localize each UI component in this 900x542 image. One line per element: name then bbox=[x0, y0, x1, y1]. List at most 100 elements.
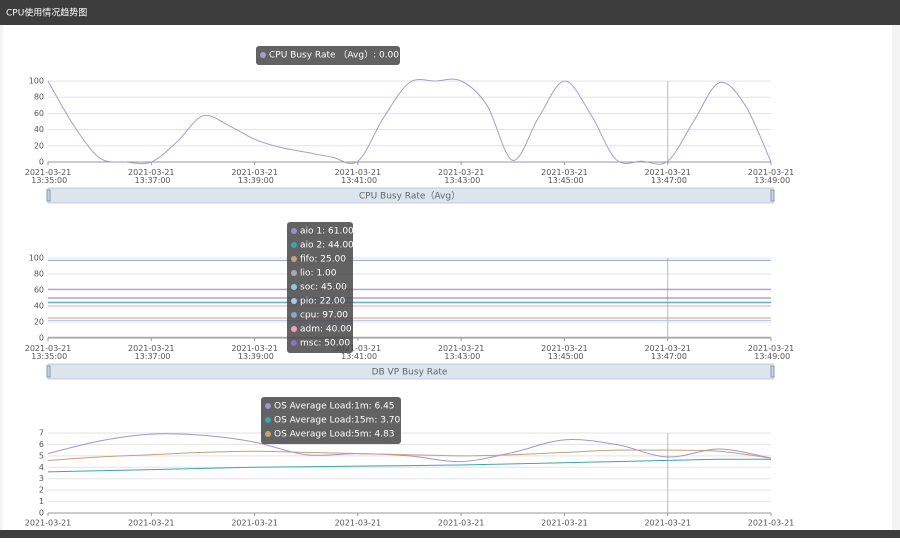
x-tick-label: 2021-03-21 bbox=[231, 519, 278, 528]
tooltip-box bbox=[287, 222, 353, 353]
y-tick-label: 0 bbox=[39, 334, 44, 343]
series-line bbox=[47, 458, 772, 473]
x-tick-date: 2021-03-21 bbox=[335, 344, 382, 353]
x-tick-time: 13:37:00 bbox=[132, 176, 170, 185]
slider-handle[interactable] bbox=[46, 189, 51, 202]
tooltip-marker bbox=[260, 52, 266, 58]
tooltip-text: aio 1: 61.00 bbox=[300, 227, 354, 237]
tooltip-text: lio: 1.00 bbox=[300, 269, 337, 279]
x-tick-time: 13:35:00 bbox=[29, 176, 67, 185]
y-tick-label: 40 bbox=[34, 302, 44, 311]
y-tick-label: 7 bbox=[39, 429, 44, 438]
slider-handle[interactable] bbox=[770, 365, 775, 378]
tooltip-marker bbox=[291, 340, 297, 346]
x-tick-time: 13:45:00 bbox=[545, 352, 583, 361]
x-tick-time: 13:43:00 bbox=[442, 352, 480, 361]
x-tick-time: 13:49:00 bbox=[752, 352, 790, 361]
x-tick-time: 13:43:00 bbox=[442, 176, 480, 185]
header-title: CPU使用情况趋势图 bbox=[6, 7, 87, 19]
y-tick-label: 100 bbox=[29, 254, 44, 263]
y-tick-label: 0 bbox=[39, 158, 44, 167]
tooltip-marker bbox=[291, 270, 297, 276]
x-tick-label: 2021-03-21 13:39:00 bbox=[231, 168, 278, 185]
x-tick-time: 13:47:00 bbox=[648, 352, 686, 361]
x-tick-date: 2021-03-21 bbox=[25, 344, 72, 353]
tooltip-text: CPU Busy Rate （Avg）: 0.00 bbox=[269, 50, 399, 61]
x-tick-date: 2021-03-21 bbox=[438, 344, 485, 353]
y-tick-label: 0 bbox=[39, 509, 44, 518]
tooltip-marker bbox=[291, 284, 297, 290]
tooltip-marker bbox=[291, 256, 297, 262]
slider-label: CPU Busy Rate（Avg） bbox=[359, 191, 460, 202]
x-tick-date: 2021-03-21 bbox=[748, 168, 795, 177]
tooltip-marker bbox=[291, 312, 297, 318]
tooltip: aio 1: 61.00 aio 2: 44.00 fifo: 25.00 lio: … bbox=[287, 222, 354, 353]
y-tick-label: 80 bbox=[34, 93, 44, 102]
slider-handle[interactable] bbox=[46, 365, 51, 378]
x-tick-label: 2021-03-21 13:47:00 bbox=[644, 344, 691, 361]
x-tick-date: 2021-03-21 bbox=[644, 344, 691, 353]
tooltip: OS Average Load:1m: 6.45 OS Average Load:… bbox=[261, 397, 401, 444]
panel bbox=[3, 25, 892, 535]
footer-bar bbox=[0, 530, 900, 538]
tooltip-box bbox=[261, 397, 401, 444]
x-tick-label: 2021-03-21 13:37:00 bbox=[128, 168, 175, 185]
x-tick-label: 2021-03-21 13:47:00 bbox=[644, 168, 691, 185]
x-tick-time: 13:35:00 bbox=[29, 352, 67, 361]
y-tick-label: 3 bbox=[39, 474, 44, 483]
y-tick-label: 100 bbox=[29, 77, 44, 86]
x-tick-time: 13:41:00 bbox=[339, 176, 377, 185]
x-tick-date: 2021-03-21 bbox=[231, 168, 278, 177]
x-tick-label: 2021-03-21 13:35:00 bbox=[25, 344, 72, 361]
x-tick-date: 2021-03-21 bbox=[748, 344, 795, 353]
tooltip-text: OS Average Load:5m: 4.83 bbox=[274, 430, 395, 440]
series-line bbox=[47, 449, 772, 461]
x-tick-date: 2021-03-21 bbox=[541, 168, 588, 177]
tooltip-text: fifo: 25.00 bbox=[300, 255, 346, 265]
y-tick-label: 5 bbox=[39, 451, 44, 460]
tooltip-text: OS Average Load:1m: 6.45 bbox=[274, 402, 395, 412]
x-tick-time: 13:45:00 bbox=[545, 176, 583, 185]
x-tick-time: 13:39:00 bbox=[235, 352, 273, 361]
x-tick-date: 2021-03-21 bbox=[128, 168, 175, 177]
tooltip-text: cpu: 97.00 bbox=[300, 311, 348, 321]
tooltip-marker bbox=[265, 431, 271, 437]
x-tick-label: 2021-03-21 bbox=[25, 519, 72, 528]
slider-label: DB VP Busy Rate bbox=[372, 368, 448, 378]
tooltip-text: adm: 40.00 bbox=[300, 325, 352, 335]
y-tick-label: 4 bbox=[39, 463, 44, 472]
tooltip: CPU Busy Rate （Avg）: 0.00 bbox=[256, 46, 400, 65]
x-tick-label: 2021-03-21 bbox=[541, 519, 588, 528]
tooltip-box bbox=[256, 46, 400, 65]
y-tick-label: 60 bbox=[34, 286, 44, 295]
y-tick-label: 40 bbox=[34, 125, 44, 134]
y-tick-label: 20 bbox=[34, 141, 44, 150]
tooltip-marker bbox=[291, 228, 297, 234]
x-tick-label: 2021-03-21 13:49:00 bbox=[748, 168, 795, 185]
x-tick-date: 2021-03-21 bbox=[335, 168, 382, 177]
x-tick-date: 2021-03-21 bbox=[25, 168, 72, 177]
slider-handle[interactable] bbox=[770, 189, 775, 202]
tooltip-marker bbox=[291, 298, 297, 304]
x-tick-date: 2021-03-21 bbox=[231, 344, 278, 353]
tooltip-text: pio: 22.00 bbox=[300, 297, 346, 307]
x-tick-label: 2021-03-21 bbox=[644, 519, 691, 528]
x-tick-time: 13:49:00 bbox=[752, 176, 790, 185]
y-tick-label: 80 bbox=[34, 270, 44, 279]
x-tick-label: 2021-03-21 13:43:00 bbox=[438, 168, 485, 185]
x-tick-label: 2021-03-21 bbox=[128, 519, 175, 528]
tooltip-marker bbox=[291, 326, 297, 332]
x-tick-label: 2021-03-21 13:39:00 bbox=[231, 344, 278, 361]
y-tick-label: 60 bbox=[34, 109, 44, 118]
x-tick-time: 13:41:00 bbox=[339, 352, 377, 361]
x-tick-label: 2021-03-21 13:43:00 bbox=[438, 344, 485, 361]
tooltip-text: msc: 50.00 bbox=[300, 339, 350, 349]
x-tick-time: 13:37:00 bbox=[132, 352, 170, 361]
x-tick-date: 2021-03-21 bbox=[541, 344, 588, 353]
x-tick-date: 2021-03-21 bbox=[438, 168, 485, 177]
x-tick-time: 13:47:00 bbox=[648, 176, 686, 185]
tooltip-marker bbox=[265, 417, 271, 423]
tooltip-marker bbox=[265, 403, 271, 409]
y-tick-label: 2 bbox=[39, 486, 44, 495]
